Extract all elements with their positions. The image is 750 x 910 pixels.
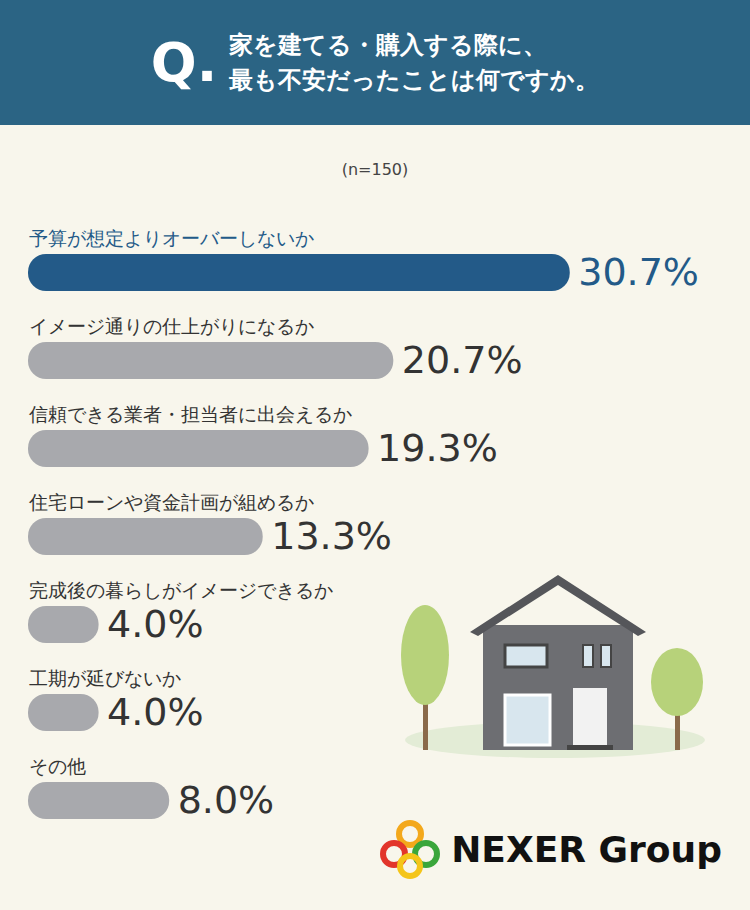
svg-text:完成後の暮らしがイメージできるか: 完成後の暮らしがイメージできるか [29,579,333,601]
html-text:家を建てる・購入する際に、 最も不安だったことは何ですか。: 家を建てる・購入する際に、 最も不安だったことは何ですか。 [229,30,600,94]
html-text:Q.: Q. [150,30,218,94]
svg-text:19.3%: 19.3% [377,426,498,470]
html-text:(n=150): (n=150) [341,160,409,179]
svg-text:信頼できる業者・担当者に出会えるか: 信頼できる業者・担当者に出会えるか [29,403,352,425]
svg-text:13.3%: 13.3% [271,514,392,558]
svg-text:予算が想定よりオーバーしないか: 予算が想定よりオーバーしないか [29,227,314,249]
svg-text:住宅ローンや資金計画が組めるか: 住宅ローンや資金計画が組めるか [28,491,314,513]
svg-text:4.0%: 4.0% [107,602,204,646]
svg-text:4.0%: 4.0% [107,690,204,734]
svg-text:イメージ通りの仕上がりになるか: イメージ通りの仕上がりになるか [29,315,314,337]
svg-text:20.7%: 20.7% [402,338,523,382]
svg-text:8.0%: 8.0% [178,778,275,822]
svg-text:工期が延びないか: 工期が延びないか [29,667,181,689]
html-text:NEXER Group: NEXER Group [451,828,722,870]
svg-text:その他: その他 [29,755,86,777]
svg-text:30.7%: 30.7% [578,250,699,294]
